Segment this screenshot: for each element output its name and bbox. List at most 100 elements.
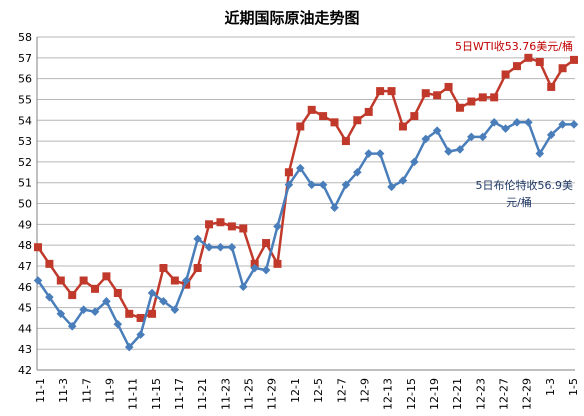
series-1-point — [79, 305, 88, 314]
series-1-point — [204, 242, 214, 252]
y-tick-label: 57 — [18, 52, 32, 65]
series-1-point — [216, 242, 225, 252]
x-tick-label: 11-11 — [127, 378, 140, 410]
series-1-point — [170, 305, 180, 314]
x-tick-label: 11-1 — [34, 378, 47, 403]
series-1-point — [147, 288, 157, 298]
axes — [36, 37, 575, 371]
y-tick-label: 42 — [18, 364, 32, 377]
series-1-point — [45, 292, 54, 302]
series-0-point — [421, 89, 430, 98]
series-1-point — [535, 149, 545, 158]
series-0-point — [216, 218, 225, 227]
x-tick-label: 11-23 — [219, 378, 232, 410]
y-tick-label: 43 — [18, 343, 32, 356]
series-1-point — [33, 276, 43, 285]
y-tick-label: 58 — [18, 31, 32, 44]
y-tick-labels: 42 43 44 45 46 47 48 49 50 51 52 53 54 55 56 57 58 — [18, 31, 32, 377]
series-0-point — [524, 53, 533, 62]
series-0-point — [307, 105, 316, 114]
x-tick-label: 12-23 — [474, 378, 487, 410]
series-0-point — [467, 97, 476, 106]
series-0-point — [444, 82, 453, 91]
series-1-point — [501, 124, 510, 133]
series-1-point — [558, 120, 567, 129]
x-tick-label: 12-13 — [382, 378, 395, 410]
y-tick-label: 52 — [18, 156, 32, 169]
series-0-point — [558, 64, 567, 73]
series-0-point — [56, 276, 65, 285]
series-1-point — [455, 145, 465, 154]
series-0-point — [239, 224, 248, 233]
series-1-point — [478, 132, 488, 142]
series-1-point — [56, 309, 66, 319]
series-0-point — [125, 309, 134, 318]
series-0-point — [490, 93, 499, 102]
x-tick-label: 11-17 — [173, 378, 186, 410]
x-tick-label: 12-9 — [358, 378, 371, 403]
x-tick-label: 1-3 — [544, 378, 557, 396]
series-1-point — [284, 180, 294, 190]
series-0-point — [341, 137, 350, 146]
series-1-point — [273, 222, 282, 231]
brent-annotation-line1: 5日布伦特收56.9美 — [476, 178, 574, 192]
series-0-point — [319, 112, 328, 121]
series-1-point — [113, 319, 123, 329]
x-tick-label: 11-21 — [196, 378, 209, 410]
y-tick-label: 49 — [18, 218, 32, 231]
y-tick-label: 47 — [18, 260, 32, 273]
series-group — [33, 53, 579, 352]
series-1-point — [307, 180, 317, 190]
x-tick-label: 12-21 — [451, 378, 464, 410]
series-0-point — [79, 276, 88, 285]
y-tick-label: 56 — [18, 73, 32, 86]
series-0-point — [148, 309, 157, 318]
series-1-point — [318, 180, 328, 190]
series-1-point — [524, 118, 533, 127]
y-tick-label: 51 — [18, 177, 32, 190]
series-0-point — [159, 264, 168, 273]
y-tick-label: 44 — [18, 322, 32, 335]
series-1-point — [90, 307, 100, 317]
series-0-point — [273, 259, 282, 268]
series-1-point — [238, 282, 248, 292]
series-0-point — [387, 87, 396, 96]
series-1-point — [136, 330, 145, 339]
series-0-point — [410, 112, 419, 121]
series-1-point — [67, 321, 77, 331]
x-tick-label: 12-5 — [312, 378, 325, 403]
series-1-point — [261, 265, 271, 275]
x-tick-label: 11-9 — [104, 378, 117, 403]
x-tick-labels: 11-1 11-3 11-7 11-9 11-11 11-15 11-17 11-21 11-2… — [34, 378, 580, 410]
series-1-point — [569, 120, 579, 129]
series-0-point — [398, 122, 407, 131]
series-0-point — [535, 57, 544, 66]
y-tick-label: 54 — [18, 114, 32, 127]
x-tick-label: 11-15 — [150, 378, 163, 410]
x-tick-label: 11-25 — [243, 378, 256, 410]
x-tick-label: 12-15 — [405, 378, 418, 410]
series-1-point — [159, 297, 168, 306]
series-0-point — [102, 272, 111, 281]
series-line-1 — [36, 121, 574, 349]
x-tick-label: 12-19 — [428, 378, 441, 410]
series-0-point — [91, 284, 100, 293]
series-1-point — [102, 297, 111, 306]
y-tick-label: 55 — [18, 93, 32, 106]
series-0-point — [570, 55, 578, 64]
series-0-point — [34, 243, 42, 252]
series-1-point — [512, 118, 522, 127]
series-1-point — [489, 118, 499, 127]
series-0-point — [364, 107, 373, 116]
series-1-point — [193, 234, 202, 244]
series-0-point — [193, 264, 202, 273]
series-1-point — [421, 134, 431, 144]
series-0-point — [136, 313, 145, 322]
series-0-point — [284, 168, 293, 177]
series-1-point — [546, 130, 556, 140]
series-1-point — [410, 157, 419, 167]
y-tick-label: 53 — [18, 135, 32, 148]
series-0-point — [170, 276, 179, 285]
series-1-point — [353, 167, 362, 177]
